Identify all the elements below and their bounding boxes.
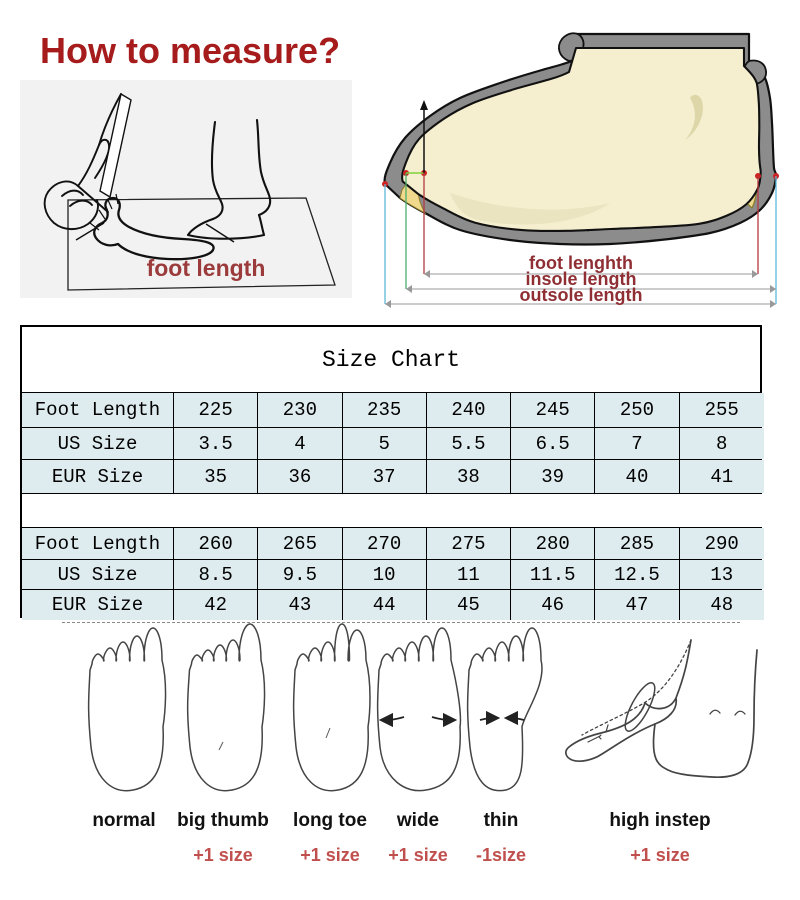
svg-text:foot length: foot length [147,255,266,281]
svg-text:outsole length: outsole length [520,285,643,305]
